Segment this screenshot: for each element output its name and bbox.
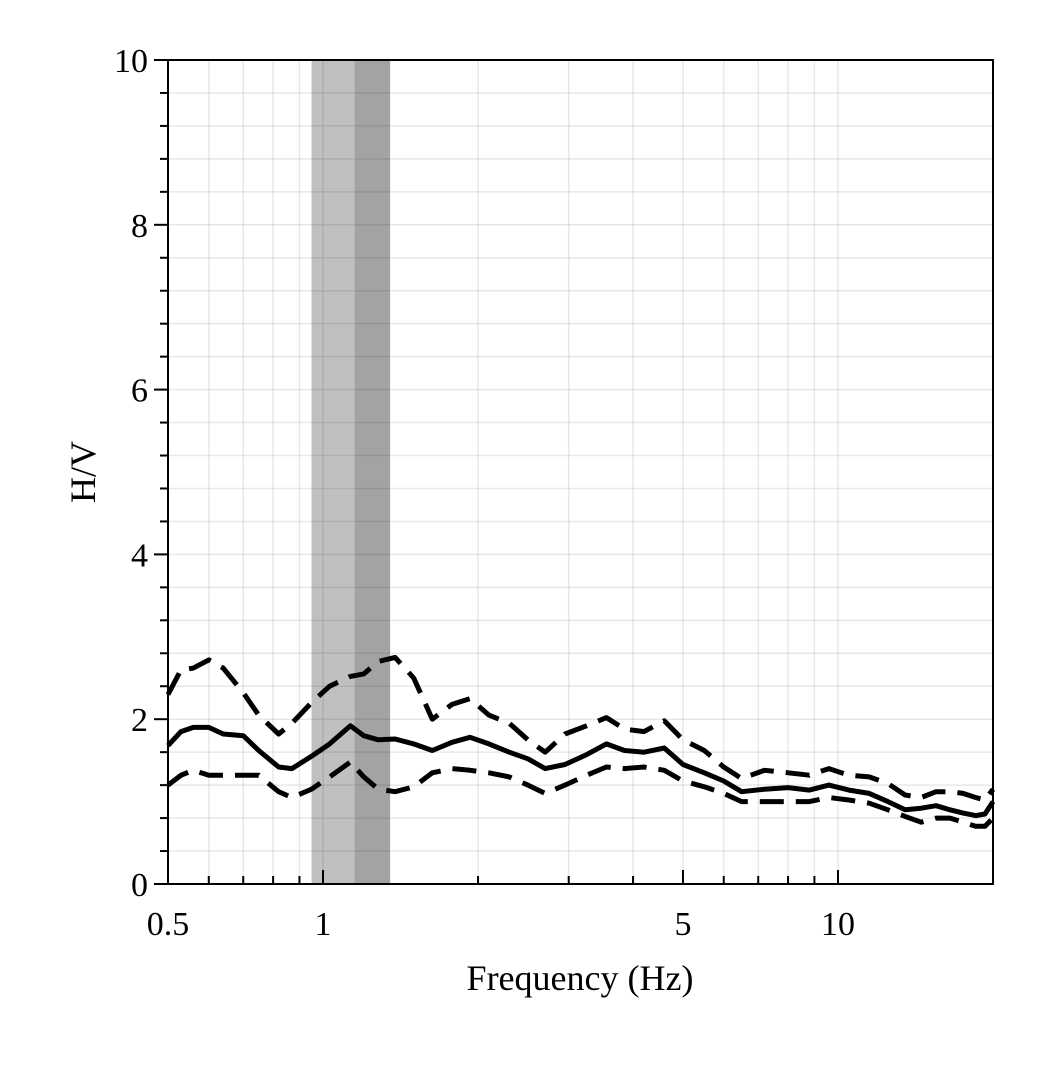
solid-series-line-0 — [166, 723, 996, 819]
peak-frequency-bands — [311, 60, 391, 884]
series-lines — [165, 654, 996, 829]
x-tick-label: 5 — [674, 906, 691, 943]
y-tick-label: 2 — [131, 702, 148, 739]
shaded-band-0 — [311, 60, 355, 884]
y-tick-label: 6 — [131, 373, 148, 410]
x-tick-labels: 0.5 1 5 10 — [147, 906, 855, 943]
y-tick-labels: 0 2 4 6 8 10 — [114, 43, 148, 904]
x-tick-label: 1 — [315, 906, 332, 943]
plot-frame — [167, 59, 994, 885]
axis-ticks — [154, 59, 994, 885]
y-tick-label: 4 — [131, 537, 148, 574]
shaded-band-1 — [354, 60, 391, 884]
x-tick-label: 10 — [821, 906, 855, 943]
x-tick-label: 0.5 — [147, 906, 190, 943]
x-axis-label: Frequency (Hz) — [467, 958, 694, 998]
y-axis-label: H/V — [63, 441, 103, 503]
y-tick-label: 10 — [114, 43, 148, 80]
dashed-series-line-2 — [166, 759, 995, 829]
y-tick-label: 0 — [131, 867, 148, 904]
dashed-series-line-1 — [165, 654, 996, 803]
y-tick-label: 8 — [131, 208, 148, 245]
grid — [167, 59, 994, 885]
